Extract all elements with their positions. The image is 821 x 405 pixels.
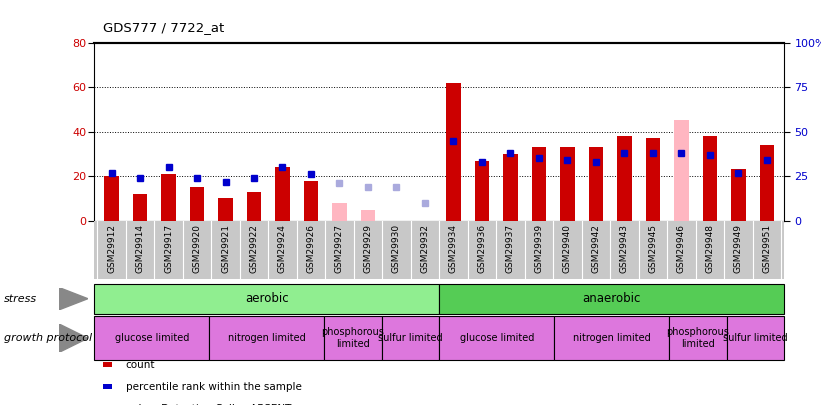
Text: nitrogen limited: nitrogen limited xyxy=(228,333,305,343)
Bar xyxy=(133,194,147,221)
Bar xyxy=(503,154,517,221)
Text: GSM29920: GSM29920 xyxy=(192,224,201,273)
Bar xyxy=(617,136,631,221)
Text: phosphorous
limited: phosphorous limited xyxy=(322,327,384,349)
Text: nitrogen limited: nitrogen limited xyxy=(573,333,650,343)
Text: GDS777 / 7722_at: GDS777 / 7722_at xyxy=(103,21,224,34)
Polygon shape xyxy=(59,324,88,352)
Bar xyxy=(304,181,318,221)
Bar xyxy=(703,136,717,221)
Bar xyxy=(589,147,603,221)
Text: sulfur limited: sulfur limited xyxy=(723,333,787,343)
Text: GSM29929: GSM29929 xyxy=(364,224,373,273)
Text: GSM29949: GSM29949 xyxy=(734,224,743,273)
Text: glucose limited: glucose limited xyxy=(115,333,189,343)
Text: GSM29951: GSM29951 xyxy=(763,224,772,273)
Polygon shape xyxy=(59,288,88,310)
Text: count: count xyxy=(126,360,155,369)
Bar xyxy=(561,147,575,221)
Text: GSM29934: GSM29934 xyxy=(449,224,458,273)
Text: GSM29946: GSM29946 xyxy=(677,224,686,273)
Text: anaerobic: anaerobic xyxy=(582,292,641,305)
Bar xyxy=(104,176,119,221)
Text: phosphorous
limited: phosphorous limited xyxy=(667,327,729,349)
Text: GSM29940: GSM29940 xyxy=(563,224,572,273)
Text: GSM29914: GSM29914 xyxy=(135,224,144,273)
Text: percentile rank within the sample: percentile rank within the sample xyxy=(126,382,301,392)
Text: GSM29937: GSM29937 xyxy=(506,224,515,273)
Text: GSM29945: GSM29945 xyxy=(649,224,658,273)
Text: GSM29926: GSM29926 xyxy=(306,224,315,273)
Bar xyxy=(475,160,489,221)
Bar xyxy=(218,198,232,221)
Text: GSM29930: GSM29930 xyxy=(392,224,401,273)
Text: GSM29912: GSM29912 xyxy=(107,224,116,273)
Bar xyxy=(732,169,745,221)
Text: GSM29927: GSM29927 xyxy=(335,224,344,273)
Bar xyxy=(646,139,660,221)
Text: GSM29939: GSM29939 xyxy=(534,224,544,273)
Text: GSM29917: GSM29917 xyxy=(164,224,173,273)
Bar xyxy=(162,174,176,221)
Text: GSM29936: GSM29936 xyxy=(478,224,487,273)
Text: aerobic: aerobic xyxy=(245,292,289,305)
Bar xyxy=(361,210,375,221)
Bar xyxy=(674,120,689,221)
Bar xyxy=(247,192,261,221)
Text: GSM29932: GSM29932 xyxy=(420,224,429,273)
Text: GSM29942: GSM29942 xyxy=(591,224,600,273)
Bar xyxy=(275,167,290,221)
Text: GSM29924: GSM29924 xyxy=(278,224,287,273)
Text: GSM29922: GSM29922 xyxy=(250,224,259,273)
Text: growth protocol: growth protocol xyxy=(4,333,92,343)
Text: GSM29948: GSM29948 xyxy=(705,224,714,273)
Text: sulfur limited: sulfur limited xyxy=(378,333,443,343)
Text: glucose limited: glucose limited xyxy=(460,333,534,343)
Bar xyxy=(759,145,774,221)
Bar xyxy=(532,147,546,221)
Bar xyxy=(333,203,346,221)
Text: GSM29921: GSM29921 xyxy=(221,224,230,273)
Text: GSM29943: GSM29943 xyxy=(620,224,629,273)
Text: stress: stress xyxy=(4,294,37,304)
Bar xyxy=(447,83,461,221)
Bar xyxy=(190,187,204,221)
Text: value, Detection Call = ABSENT: value, Detection Call = ABSENT xyxy=(126,404,291,405)
